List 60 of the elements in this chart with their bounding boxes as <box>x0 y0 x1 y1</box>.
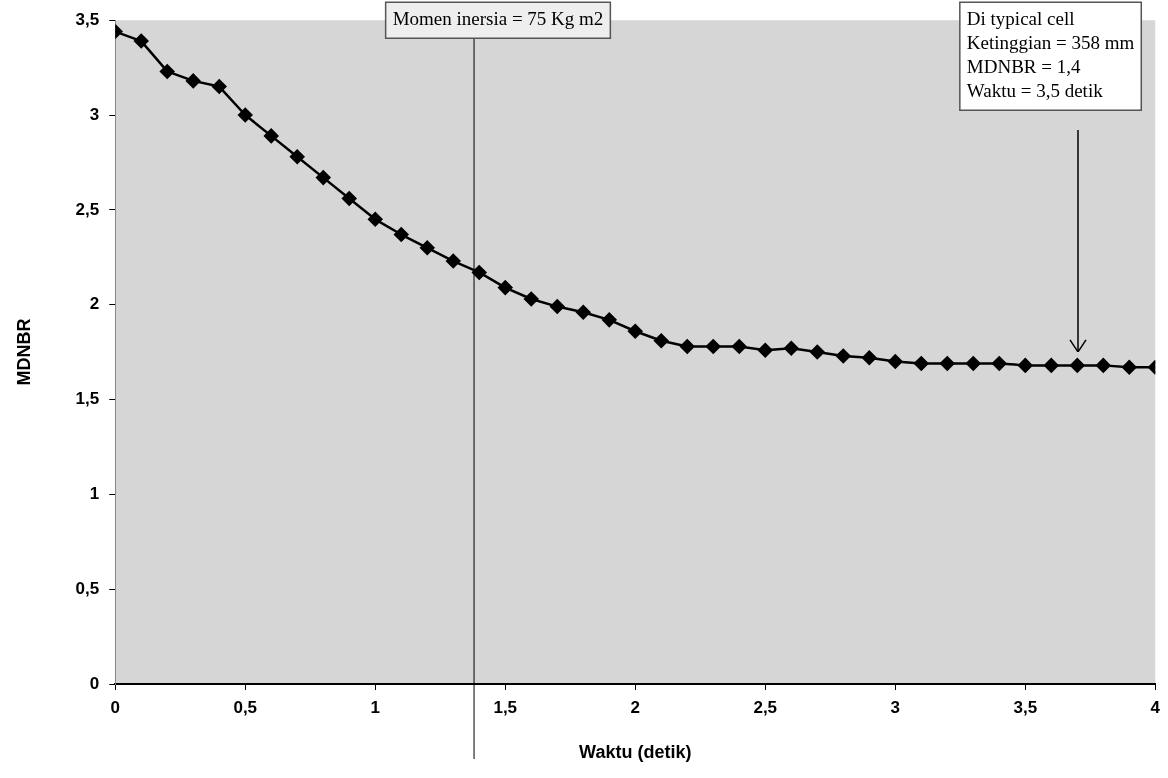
y-tick-label: 1 <box>89 484 100 504</box>
point <box>784 341 799 356</box>
point <box>888 354 903 369</box>
point <box>446 253 461 269</box>
x-tick-label: 1 <box>370 697 380 717</box>
point <box>263 128 279 144</box>
point <box>1018 358 1033 373</box>
x-tick-label: 1,5 <box>493 697 518 717</box>
point <box>654 333 669 348</box>
annotation: Di typical cell Ketinggian = 358 mm MDNBR = 1,4 Waktu = 3,5 detik <box>966 7 1135 101</box>
y-tick-label: 2,5 <box>75 199 100 219</box>
annotation: Momen inersia = 75 Kg m2 <box>392 7 604 29</box>
point <box>862 350 877 366</box>
point <box>289 149 305 164</box>
x-tick-label: 3,5 <box>1013 697 1038 717</box>
y-tick-label: 3 <box>89 104 100 124</box>
point <box>550 299 565 314</box>
y-tick-label: 1,5 <box>75 389 100 409</box>
point <box>133 33 149 49</box>
point <box>576 305 591 320</box>
point <box>341 191 357 206</box>
point <box>1122 360 1137 375</box>
point <box>159 64 175 79</box>
point <box>211 79 227 94</box>
point <box>706 339 721 354</box>
y-tick-label: 0,5 <box>75 578 100 598</box>
point <box>1044 358 1059 373</box>
y-tick-label: 0 <box>89 673 100 693</box>
point <box>472 265 487 280</box>
point <box>914 356 929 371</box>
point <box>185 73 201 89</box>
point <box>1096 358 1111 373</box>
x-tick-label: 3 <box>890 697 900 717</box>
point <box>602 312 617 328</box>
y-axis-title: MDNBR <box>13 318 34 386</box>
x-tick-label: 4 <box>1150 697 1161 717</box>
point <box>237 107 253 123</box>
point <box>524 291 539 307</box>
x-axis-title: Waktu (detik) <box>579 742 692 763</box>
y-tick-label: 3,5 <box>75 9 100 29</box>
point <box>1070 358 1085 373</box>
point <box>940 356 955 371</box>
x-tick-label: 2,5 <box>753 697 778 717</box>
point <box>367 212 383 227</box>
point <box>680 339 695 354</box>
point <box>628 323 643 339</box>
x-tick-label: 2 <box>630 697 640 717</box>
point <box>732 339 747 354</box>
point <box>810 344 825 360</box>
point <box>393 227 409 242</box>
x-tick-label: 0 <box>110 697 120 717</box>
point <box>419 240 435 256</box>
point <box>992 356 1007 371</box>
point <box>315 170 331 185</box>
x-tick-label: 0,5 <box>233 697 258 717</box>
y-tick-label: 2 <box>89 294 100 314</box>
point <box>966 356 981 371</box>
point <box>836 348 851 364</box>
point <box>758 342 773 358</box>
point <box>498 280 513 295</box>
